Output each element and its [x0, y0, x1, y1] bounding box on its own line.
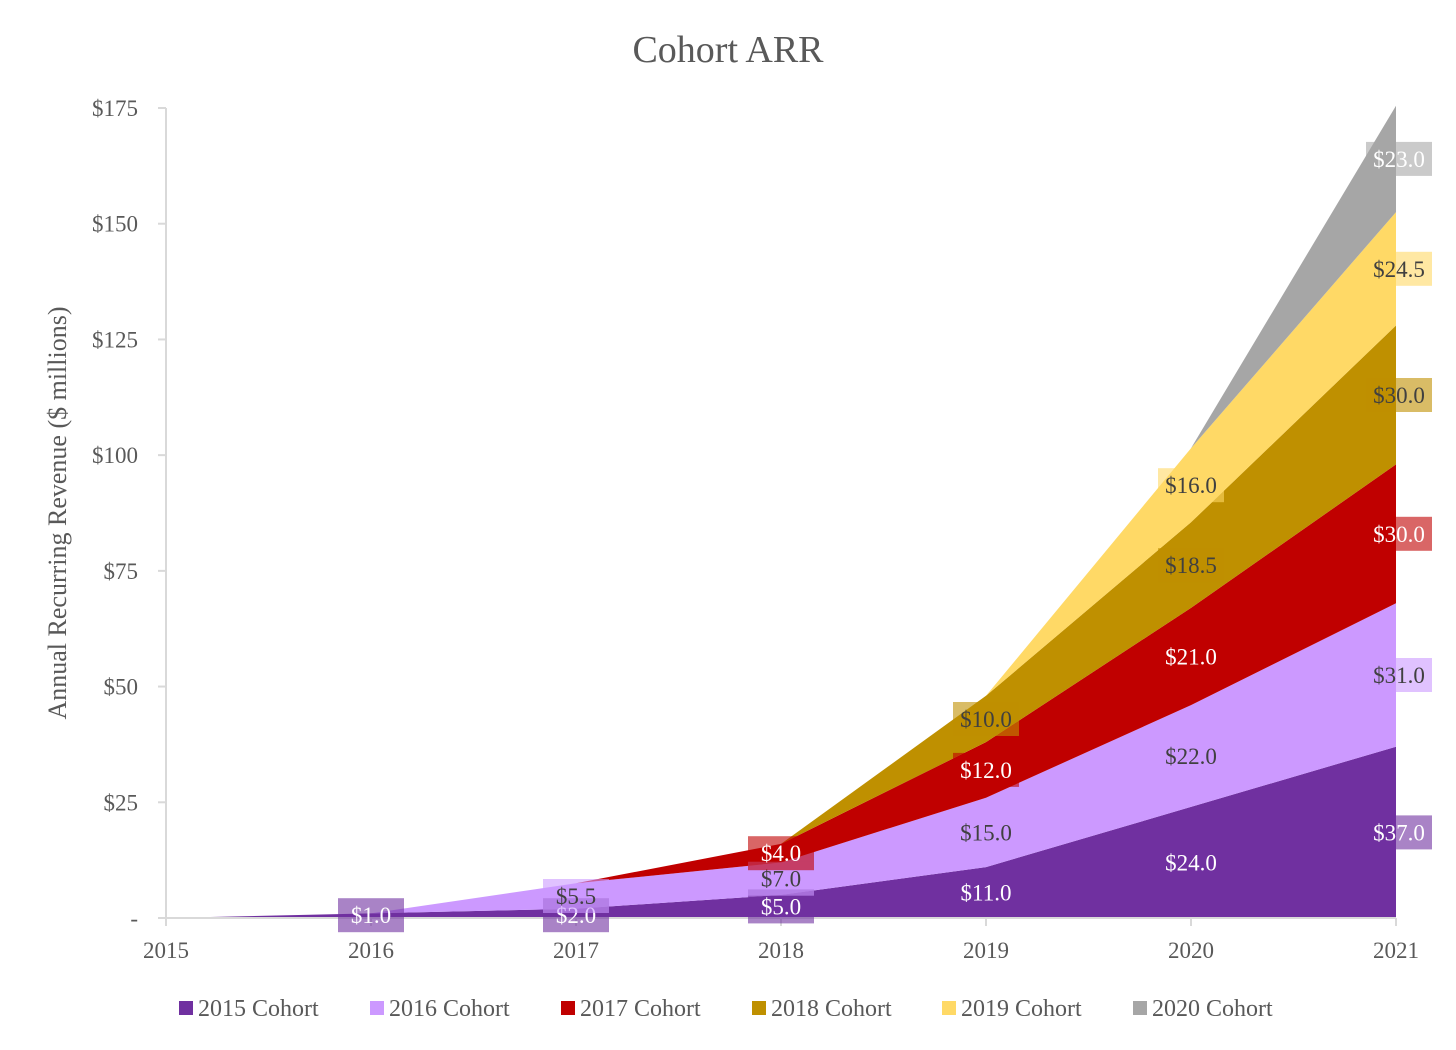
legend-swatch	[179, 1001, 193, 1015]
legend-label: 2015 Cohort	[198, 996, 319, 1022]
legend-label: 2020 Cohort	[1152, 996, 1273, 1022]
legend-label: 2019 Cohort	[961, 996, 1082, 1022]
data-label-2020-cohort: $23.0	[1373, 147, 1425, 172]
legend-swatch	[561, 1001, 575, 1015]
data-label-box	[748, 836, 814, 871]
y-axis-label: Annual Recurring Revenue ($ millions)	[43, 306, 72, 719]
legend-item-2016-cohort: 2016 Cohort	[370, 996, 510, 1022]
legend-label: 2017 Cohort	[580, 996, 701, 1022]
area-2017-cohort	[166, 464, 1396, 918]
legend-swatch	[942, 1001, 956, 1015]
data-label-box	[1366, 251, 1432, 286]
x-tick-label: 2015	[143, 938, 189, 963]
legend-swatch	[752, 1001, 766, 1015]
data-label-2015-cohort: $1.0	[351, 903, 391, 928]
y-tick-label: $50	[104, 675, 139, 700]
x-tick-label: 2021	[1373, 938, 1419, 963]
legend-label: 2018 Cohort	[771, 996, 892, 1022]
y-tick-label: $75	[104, 559, 139, 584]
area-layer	[166, 105, 1396, 919]
axes: - $25 $50 $75 $100 $125 $150 $175 2015 2016 2017 20…	[92, 96, 1419, 963]
legend: 2015 Cohort 2016 Cohort 2017 Cohort 2018 Co…	[179, 996, 1273, 1022]
data-label-box	[1366, 516, 1432, 551]
y-tick-label: -	[130, 906, 138, 931]
x-tick-label: 2016	[348, 938, 394, 963]
data-label-2016-cohort: $5.5	[556, 884, 596, 909]
legend-item-2020-cohort: 2020 Cohort	[1133, 996, 1273, 1022]
chart-title: Cohort ARR	[632, 29, 824, 71]
y-tick-label: $125	[92, 327, 138, 352]
data-label-2018-cohort: $30.0	[1373, 383, 1425, 408]
data-label-2015-cohort: $37.0	[1373, 820, 1425, 845]
data-label-2016-cohort: $7.0	[761, 867, 801, 892]
legend-label: 2016 Cohort	[389, 996, 510, 1022]
data-label-box	[1366, 658, 1432, 692]
data-label-2018-cohort: $10.0	[960, 707, 1012, 732]
data-label-box	[953, 752, 1019, 787]
legend-item-2019-cohort: 2019 Cohort	[942, 996, 1082, 1022]
legend-item-2015-cohort: 2015 Cohort	[179, 996, 319, 1022]
legend-swatch	[370, 1001, 384, 1015]
x-tick-label: 2019	[963, 938, 1009, 963]
legend-swatch	[1133, 1001, 1147, 1015]
data-label-2017-cohort: $21.0	[1165, 645, 1217, 670]
data-label-2017-cohort: $30.0	[1373, 522, 1425, 547]
data-label-2015-cohort: $5.0	[761, 894, 801, 919]
x-tick-label: 2018	[758, 938, 804, 963]
y-tick-label: $25	[104, 790, 139, 815]
data-label-2015-cohort: $11.0	[961, 881, 1012, 906]
data-label-2015-cohort: $24.0	[1165, 851, 1217, 876]
x-tick-label: 2017	[553, 938, 599, 963]
data-label-2019-cohort: $24.5	[1373, 257, 1425, 282]
data-label-2016-cohort: $31.0	[1373, 663, 1425, 688]
y-tick-label: $150	[92, 212, 138, 237]
y-tick-label: $100	[92, 443, 138, 468]
y-tick-label: $175	[92, 96, 138, 121]
data-label-2017-cohort: $4.0	[761, 841, 801, 866]
data-label-2016-cohort: $15.0	[960, 820, 1012, 845]
data-label-box	[1366, 378, 1432, 412]
data-label-box	[1366, 815, 1432, 850]
x-tick-label: 2020	[1168, 938, 1214, 963]
data-label-2017-cohort: $12.0	[960, 758, 1012, 783]
data-label-box	[953, 702, 1019, 736]
data-label-box	[1158, 548, 1224, 583]
data-label-2019-cohort: $16.0	[1165, 473, 1217, 498]
area-2016-cohort	[166, 603, 1396, 918]
area-2018-cohort	[166, 325, 1396, 918]
data-label-box	[1366, 141, 1432, 176]
legend-item-2017-cohort: 2017 Cohort	[561, 996, 701, 1022]
data-label-2016-cohort: $22.0	[1165, 744, 1217, 769]
data-label-layer: $1.0 $2.0 $5.0$11.0$24.0$37.0$5.5$7.0$15.0…	[338, 141, 1432, 933]
data-label-box	[1158, 468, 1224, 503]
data-label-box	[543, 879, 609, 913]
data-label-box	[338, 898, 404, 933]
area-2015-cohort	[166, 746, 1396, 918]
data-label-2018-cohort: $18.5	[1165, 553, 1217, 578]
legend-item-2018-cohort: 2018 Cohort	[752, 996, 892, 1022]
